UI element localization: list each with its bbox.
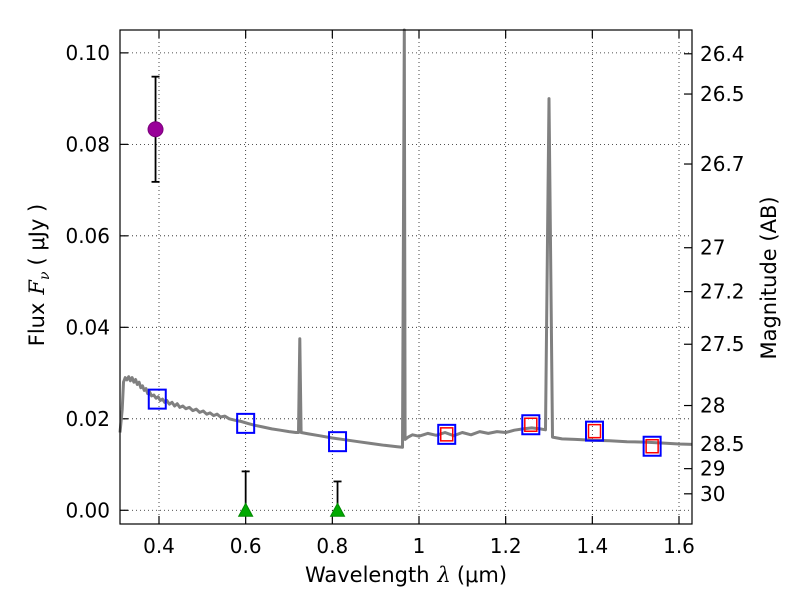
synthetic-photometry-marker xyxy=(147,388,167,410)
x-tick-label: 1.4 xyxy=(576,534,608,558)
magnitude-tick-label: 26.7 xyxy=(700,152,745,176)
y-tick-label: 0.00 xyxy=(65,498,110,522)
magnitude-tick-label: 26.4 xyxy=(700,42,745,66)
magnitude-tick-label: 27 xyxy=(700,236,725,260)
synthetic-photometry-marker xyxy=(585,420,604,442)
y-axis-ticks: 0.00 0.02 0.04 0.06 0.08 0.10 xyxy=(65,41,128,522)
observed-photometry-marker xyxy=(645,438,659,454)
x-tick-label: 0.6 xyxy=(230,534,262,558)
synthetic-photometry-marker xyxy=(521,414,541,436)
magnitude-tick-label: 28 xyxy=(700,394,725,418)
y-tick-label: 0.08 xyxy=(65,132,110,156)
x-axis-ticks: 0.4 0.6 0.8 1 1.2 1.4 1.6 xyxy=(143,30,695,558)
y-tick-label: 0.06 xyxy=(65,224,110,248)
magnitude-tick-label: 29 xyxy=(700,457,725,481)
upper-limit-marker xyxy=(329,502,346,517)
x-tick-label: 0.4 xyxy=(143,534,175,558)
magnitude-tick-label: 27.5 xyxy=(700,332,745,356)
x-tick-label: 1.2 xyxy=(490,534,522,558)
observed-photometry-marker xyxy=(439,427,454,442)
magnitude-tick-label: 28.5 xyxy=(700,432,745,456)
x-tick-label: 1 xyxy=(413,534,426,558)
grid xyxy=(120,30,692,524)
y-tick-label: 0.02 xyxy=(65,407,110,431)
data-series xyxy=(118,28,693,517)
magnitude-tick-label: 27.2 xyxy=(700,280,745,304)
x-tick-label: 1.6 xyxy=(663,534,695,558)
synthetic-photometry-marker xyxy=(642,435,662,457)
y-tick-label: 0.10 xyxy=(65,41,110,65)
detection-marker xyxy=(147,121,164,138)
observed-photometry-marker xyxy=(524,417,538,432)
synthetic-photometry-marker xyxy=(236,412,256,434)
magnitude-tick-label: 26.5 xyxy=(700,82,745,106)
upper-limit-marker xyxy=(237,502,254,517)
y-axis-label: FluxFν( μJy ) xyxy=(25,204,53,346)
sed-model-line xyxy=(118,28,693,449)
y-tick-label: 0.04 xyxy=(65,315,110,339)
synthetic-photometry-marker xyxy=(328,431,348,453)
magnitude-axis-label: Magnitude (AB) xyxy=(757,196,781,359)
synthetic-photometry-marker xyxy=(437,423,457,445)
plot-frame xyxy=(119,29,693,525)
x-axis-label: Wavelength λ (μm) xyxy=(305,563,507,587)
magnitude-tick-label: 30 xyxy=(700,482,725,506)
observed-photometry-marker xyxy=(587,423,602,439)
x-tick-label: 0.8 xyxy=(316,534,348,558)
